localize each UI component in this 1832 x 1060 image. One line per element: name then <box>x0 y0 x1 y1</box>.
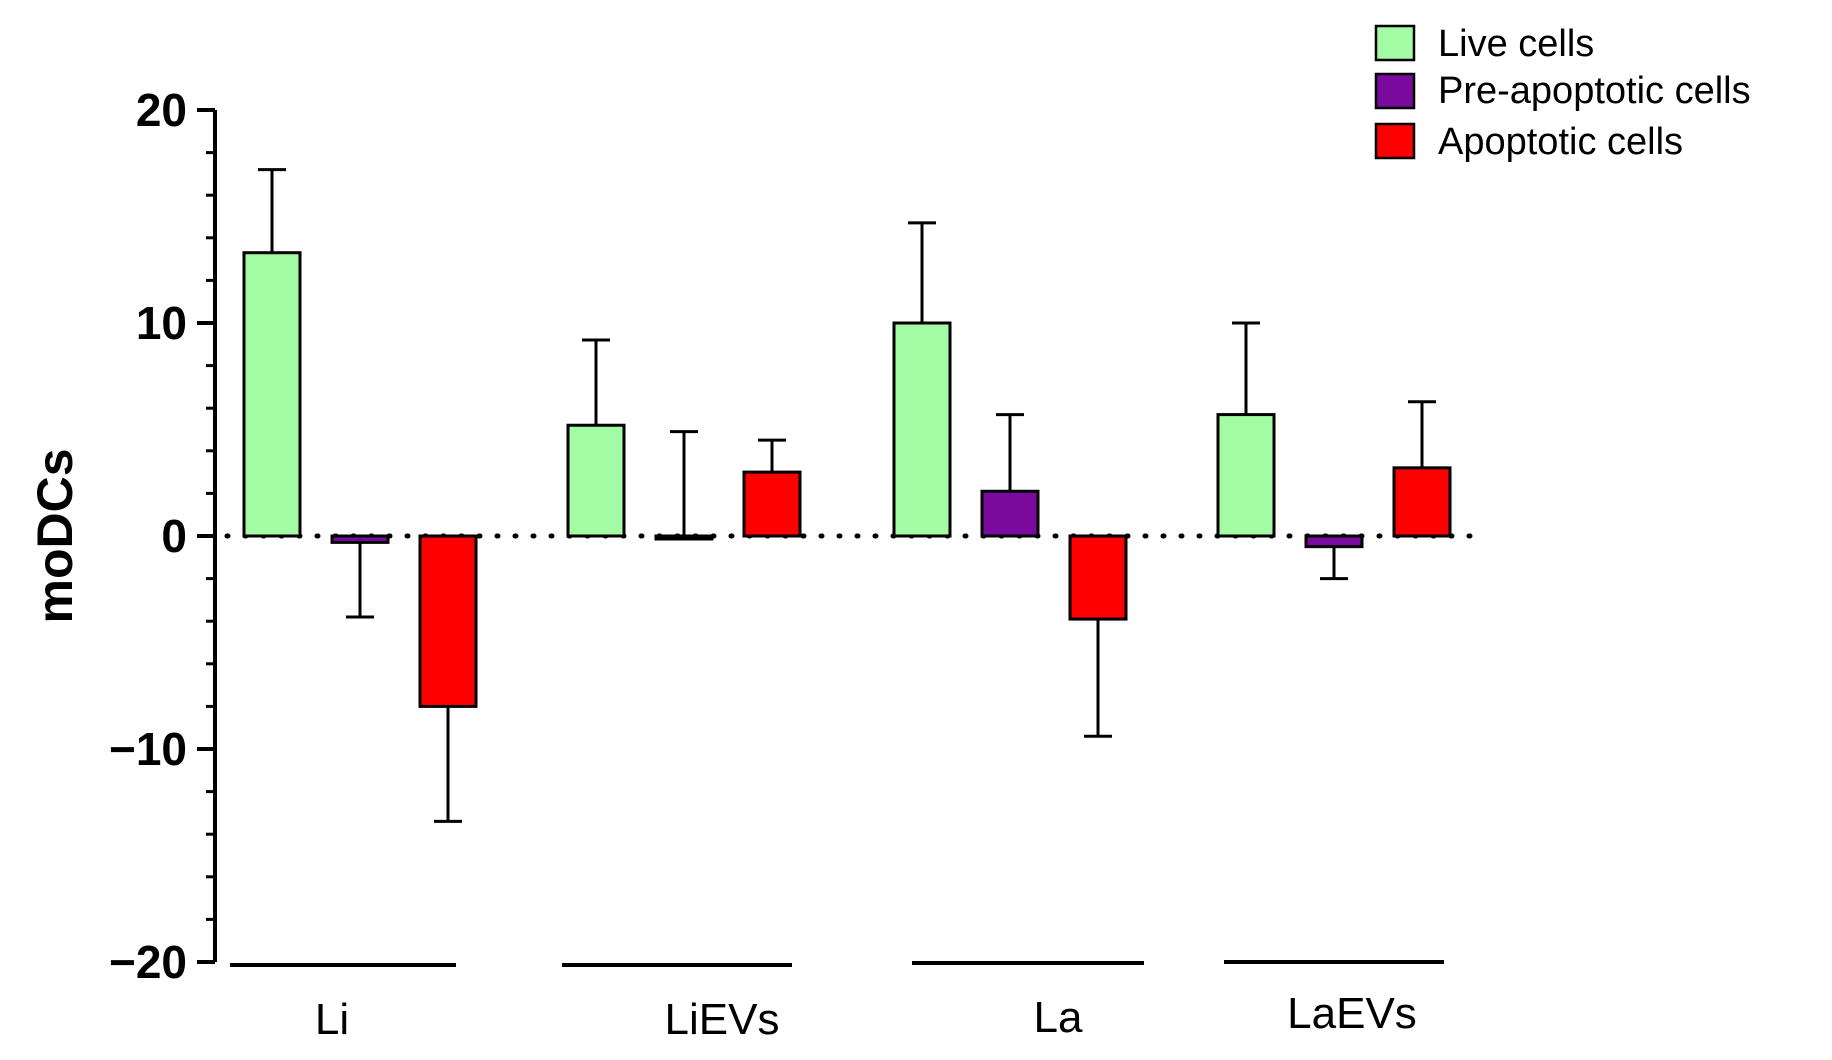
bar-pre-apoptotic-cells-li <box>330 534 390 544</box>
error-bars <box>258 168 1436 823</box>
y-tick-labels: 20 10 0 −10 −20 <box>109 84 187 988</box>
group-label-la: La <box>1034 993 1083 1042</box>
y-axis-label: moDCs <box>27 448 83 623</box>
y-tick-label: 20 <box>136 84 187 136</box>
bar-pre-apoptotic-cells-la <box>980 489 1040 538</box>
bar-apoptotic-cells-lievs <box>742 470 802 538</box>
group-lines <box>230 960 1444 967</box>
bar-pre-apoptotic-cells-laevs <box>1304 534 1364 549</box>
bar-apoptotic-cells-li <box>418 534 478 708</box>
bars <box>242 251 1452 708</box>
legend-swatch-preapoptotic <box>1374 72 1416 110</box>
group-label-laevs: LaEVs <box>1287 989 1417 1038</box>
legend-label-live: Live cells <box>1438 23 1594 65</box>
legend-label-preapoptotic: Pre-apoptotic cells <box>1438 70 1751 112</box>
bar-live-cells-lievs <box>566 423 626 538</box>
y-tick-label: 0 <box>161 510 187 562</box>
bar-apoptotic-cells-la <box>1068 534 1128 621</box>
y-tick-label: −10 <box>109 723 187 775</box>
group-label-lievs: LiEVs <box>665 995 780 1044</box>
bar-live-cells-la <box>892 321 952 538</box>
legend-swatch-live <box>1374 24 1416 62</box>
legend-swatch-apoptotic <box>1374 122 1416 160</box>
y-ticks <box>197 108 215 964</box>
group-label-li: Li <box>315 995 349 1044</box>
legend: Live cells Pre-apoptotic cells Apoptotic… <box>1374 23 1751 163</box>
bar-live-cells-laevs <box>1216 413 1276 538</box>
bar-pre-apoptotic-cells-lievs <box>654 534 714 541</box>
bar-live-cells-li <box>242 251 302 538</box>
y-tick-label: −20 <box>109 936 187 988</box>
legend-label-apoptotic: Apoptotic cells <box>1438 121 1683 163</box>
bar-apoptotic-cells-laevs <box>1392 466 1452 538</box>
y-tick-label: 10 <box>136 297 187 349</box>
